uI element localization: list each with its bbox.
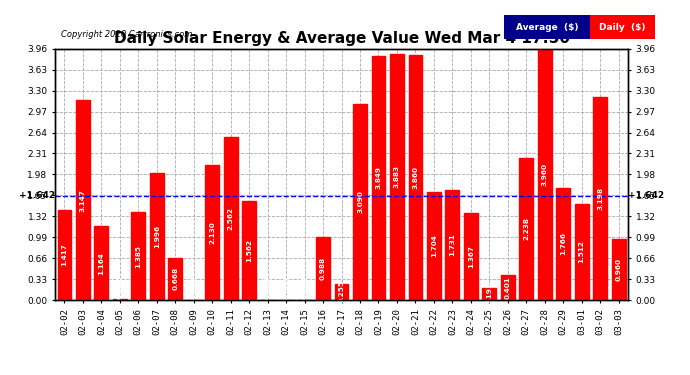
Bar bbox=[95, 226, 108, 300]
Bar bbox=[57, 210, 71, 300]
Bar bbox=[446, 190, 460, 300]
Bar bbox=[131, 212, 146, 300]
Bar bbox=[113, 298, 127, 300]
Text: 3.090: 3.090 bbox=[357, 190, 363, 213]
Text: 3.198: 3.198 bbox=[597, 187, 603, 210]
Bar bbox=[482, 288, 496, 300]
Text: 3.883: 3.883 bbox=[394, 165, 400, 188]
Text: 1.996: 1.996 bbox=[154, 225, 160, 248]
Text: 1.385: 1.385 bbox=[135, 244, 141, 268]
Text: +1.642: +1.642 bbox=[629, 191, 664, 200]
Bar bbox=[224, 138, 237, 300]
Bar bbox=[538, 49, 552, 300]
Text: 1.164: 1.164 bbox=[99, 252, 104, 274]
Text: 1.512: 1.512 bbox=[579, 241, 584, 264]
Bar bbox=[593, 97, 607, 300]
Bar bbox=[556, 188, 570, 300]
Bar bbox=[353, 104, 367, 300]
Bar bbox=[427, 192, 441, 300]
Text: Daily  ($): Daily ($) bbox=[600, 22, 646, 32]
Bar bbox=[76, 100, 90, 300]
Bar bbox=[464, 213, 477, 300]
Bar bbox=[520, 158, 533, 300]
Text: 0.191: 0.191 bbox=[486, 282, 493, 305]
Text: 0.668: 0.668 bbox=[172, 267, 178, 290]
Text: 1.367: 1.367 bbox=[468, 245, 474, 268]
Text: Average  ($): Average ($) bbox=[515, 22, 578, 32]
Text: 3.849: 3.849 bbox=[375, 166, 382, 189]
Bar bbox=[150, 173, 164, 300]
Text: 0.988: 0.988 bbox=[320, 257, 326, 280]
Text: 0.000: 0.000 bbox=[265, 277, 270, 299]
Text: 2.562: 2.562 bbox=[228, 207, 234, 230]
Bar bbox=[612, 239, 626, 300]
Text: +1.642: +1.642 bbox=[19, 191, 55, 200]
Text: 3.960: 3.960 bbox=[542, 163, 548, 186]
Text: 0.255: 0.255 bbox=[339, 280, 344, 303]
Text: 0.022: 0.022 bbox=[117, 277, 123, 299]
Text: 1.766: 1.766 bbox=[560, 232, 566, 255]
Bar bbox=[408, 55, 422, 300]
Text: 0.960: 0.960 bbox=[615, 258, 622, 281]
Bar bbox=[501, 274, 515, 300]
Bar bbox=[335, 284, 348, 300]
Text: 3.860: 3.860 bbox=[413, 166, 418, 189]
Text: 3.147: 3.147 bbox=[80, 189, 86, 211]
Bar bbox=[372, 56, 386, 300]
Bar bbox=[168, 258, 182, 300]
Bar bbox=[316, 237, 330, 300]
Text: 1.731: 1.731 bbox=[449, 234, 455, 256]
Bar bbox=[242, 201, 256, 300]
Text: 2.130: 2.130 bbox=[209, 221, 215, 244]
Bar bbox=[206, 165, 219, 300]
Text: 0.401: 0.401 bbox=[505, 276, 511, 298]
Title: Daily Solar Energy & Average Value Wed Mar 4 17:50: Daily Solar Energy & Average Value Wed M… bbox=[114, 31, 569, 46]
Text: 1.562: 1.562 bbox=[246, 239, 252, 262]
Text: 1.417: 1.417 bbox=[61, 244, 68, 266]
Bar bbox=[575, 204, 589, 300]
Text: 2.238: 2.238 bbox=[523, 217, 529, 240]
Bar bbox=[390, 54, 404, 300]
Text: 0.000: 0.000 bbox=[302, 277, 308, 299]
Text: 0.000: 0.000 bbox=[190, 277, 197, 299]
Text: 0.000: 0.000 bbox=[283, 277, 289, 299]
Text: 1.704: 1.704 bbox=[431, 235, 437, 257]
Text: Copyright 2020 Cartronics.com: Copyright 2020 Cartronics.com bbox=[61, 30, 193, 39]
